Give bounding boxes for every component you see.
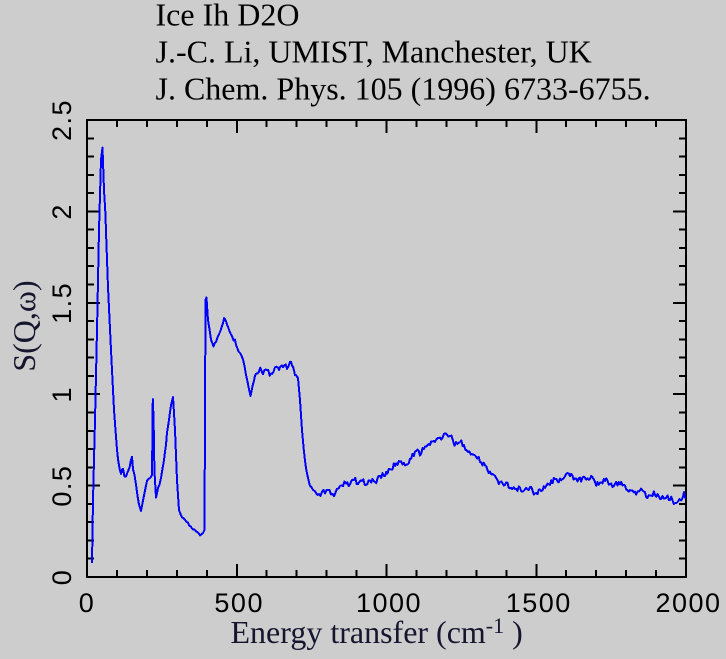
svg-text:1: 1 bbox=[47, 386, 77, 403]
svg-text:Ice Ih D2O: Ice Ih D2O bbox=[156, 0, 300, 33]
svg-text:1.5: 1.5 bbox=[47, 282, 77, 324]
svg-text:Energy transfer (cm-1 ): Energy transfer (cm-1 ) bbox=[231, 613, 523, 650]
svg-text:500: 500 bbox=[214, 588, 264, 618]
svg-text:2000: 2000 bbox=[655, 588, 721, 618]
svg-text:2.5: 2.5 bbox=[47, 99, 77, 141]
svg-text:J. Chem. Phys. 105 (1996) 6733: J. Chem. Phys. 105 (1996) 6733-6755. bbox=[156, 71, 651, 107]
svg-text:2: 2 bbox=[47, 203, 77, 220]
svg-text:S(Q,ω): S(Q,ω) bbox=[6, 280, 42, 371]
svg-text:0: 0 bbox=[47, 569, 77, 586]
svg-text:1500: 1500 bbox=[506, 588, 572, 618]
svg-text:0.5: 0.5 bbox=[47, 465, 77, 507]
svg-text:0: 0 bbox=[79, 588, 96, 618]
svg-text:1000: 1000 bbox=[356, 588, 422, 618]
svg-text:J.-C. Li, UMIST, Manchester, U: J.-C. Li, UMIST, Manchester, UK bbox=[156, 34, 592, 70]
